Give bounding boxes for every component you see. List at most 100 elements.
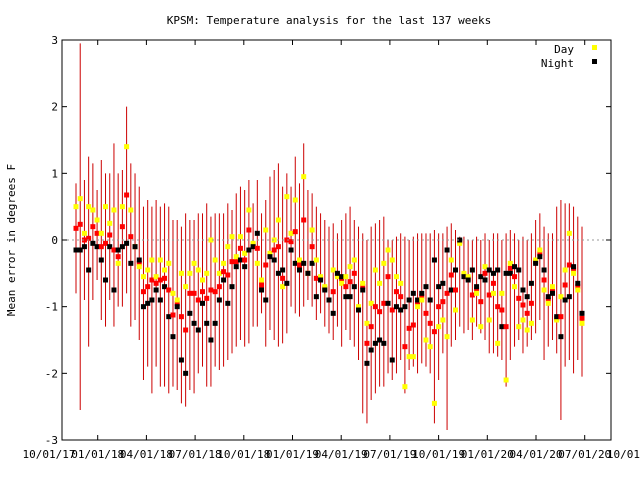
mean-point	[549, 287, 555, 293]
mean-point	[292, 229, 298, 235]
night-point	[385, 300, 391, 306]
night-point	[174, 304, 180, 310]
mean-point	[73, 225, 79, 231]
night-point	[187, 310, 193, 316]
mean-point	[444, 290, 450, 296]
night-point	[507, 270, 513, 276]
night-point	[461, 274, 467, 280]
day-point	[318, 274, 324, 280]
day-point	[81, 230, 87, 236]
mean-point	[296, 262, 302, 268]
night-point	[119, 244, 125, 250]
night-point	[124, 240, 130, 246]
night-point	[423, 284, 429, 290]
night-point	[318, 277, 324, 283]
mean-point	[216, 284, 222, 290]
night-point	[263, 297, 269, 303]
night-point	[351, 284, 357, 290]
mean-point	[482, 270, 488, 276]
day-point	[221, 260, 227, 266]
day-point	[322, 284, 328, 290]
night-point	[275, 270, 281, 276]
mean-point	[528, 300, 534, 306]
mean-point	[448, 272, 454, 278]
day-point	[313, 257, 319, 263]
night-point	[149, 297, 155, 303]
night-point	[457, 237, 463, 243]
mean-point	[469, 292, 475, 298]
night-point	[309, 260, 315, 266]
day-point	[288, 230, 294, 236]
x-tick-label: 10/01/18	[217, 448, 270, 461]
night-point	[406, 297, 412, 303]
mean-point	[406, 325, 412, 331]
night-point	[469, 267, 475, 273]
night-point	[486, 267, 492, 273]
x-tick-label: 04/01/20	[510, 448, 563, 461]
night-point	[73, 247, 79, 253]
day-point	[524, 327, 530, 333]
night-point	[259, 287, 265, 293]
night-point	[495, 267, 501, 273]
mean-point	[162, 275, 168, 281]
day-point	[347, 264, 353, 270]
mean-point	[212, 289, 218, 295]
night-point	[145, 300, 151, 306]
mean-point	[183, 327, 189, 333]
day-point	[406, 354, 412, 360]
x-tick-label: 04/01/18	[120, 448, 173, 461]
night-point	[419, 290, 425, 296]
day-point	[393, 274, 399, 280]
day-point	[356, 304, 362, 310]
day-point	[490, 290, 496, 296]
mean-point	[275, 244, 281, 250]
day-point	[423, 337, 429, 343]
night-point	[389, 357, 395, 363]
night-point	[280, 267, 286, 273]
mean-point	[124, 192, 130, 198]
day-point	[124, 144, 130, 150]
night-point	[427, 297, 433, 303]
mean-point	[377, 309, 383, 315]
mean-point	[111, 247, 117, 253]
night-point	[503, 270, 509, 276]
mean-point	[81, 237, 87, 243]
day-point	[549, 284, 555, 290]
night-point	[512, 264, 518, 270]
mean-point	[389, 307, 395, 313]
day-point	[566, 230, 572, 236]
day-point	[107, 220, 113, 226]
night-point	[368, 347, 374, 353]
x-tick-label: 01/01/19	[266, 448, 319, 461]
mean-point	[128, 234, 134, 240]
day-point	[187, 270, 193, 276]
night-point	[221, 277, 227, 283]
x-tick-label: 07/01/19	[363, 448, 416, 461]
mean-point	[140, 289, 146, 295]
y-tick-label: 1	[51, 167, 58, 180]
y-tick-label: -3	[45, 434, 58, 447]
mean-point	[284, 237, 290, 243]
night-point	[284, 280, 290, 286]
day-point	[170, 290, 176, 296]
mean-point	[103, 240, 109, 246]
chart-title: KPSM: Temperature analysis for the last …	[167, 14, 492, 27]
day-point	[541, 287, 547, 293]
day-point	[575, 287, 581, 293]
day-point	[533, 257, 539, 263]
day-point	[128, 207, 134, 213]
night-point	[271, 257, 277, 263]
mean-point	[360, 284, 366, 290]
y-tick-label: 3	[51, 34, 58, 47]
x-tick-label: 10/01/20	[607, 448, 640, 461]
night-point	[579, 310, 585, 316]
night-point	[246, 247, 252, 253]
night-point	[326, 297, 332, 303]
x-tick-label: 01/01/18	[71, 448, 124, 461]
day-point	[528, 320, 534, 326]
night-point	[545, 294, 551, 300]
night-point	[478, 274, 484, 280]
night-point	[98, 257, 104, 263]
day-point	[571, 270, 577, 276]
day-point	[512, 284, 518, 290]
